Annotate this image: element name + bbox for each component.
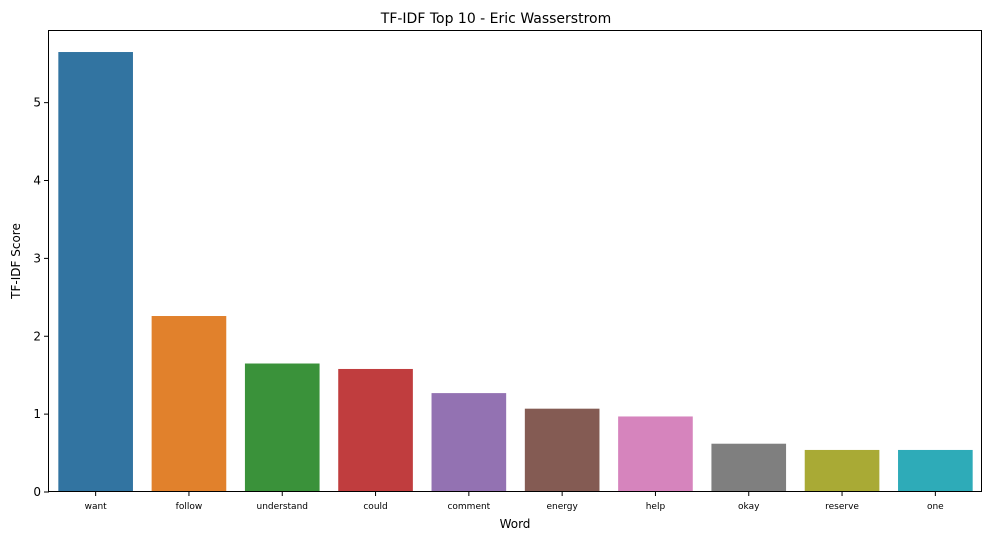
x-tick-label-understand: understand: [256, 502, 308, 512]
bars: [58, 52, 973, 493]
bar-could: [338, 368, 413, 492]
y-axis-label: TF-IDF Score: [9, 223, 23, 300]
x-tick-label-help: help: [646, 502, 666, 512]
bar-reserve: [804, 449, 880, 492]
bar-help: [618, 416, 693, 492]
x-axis-label: Word: [500, 517, 531, 531]
x-tick-label-energy: energy: [546, 502, 578, 512]
bar-comment: [431, 393, 507, 492]
bar-okay: [711, 443, 787, 492]
bar-one: [898, 449, 973, 492]
bar-want: [58, 52, 133, 493]
bar-follow: [151, 316, 227, 492]
x-tick-label-follow: follow: [176, 502, 203, 512]
y-tick-label: 5: [33, 96, 41, 110]
x-tick-label-comment: comment: [447, 502, 490, 512]
y-tick-label: 4: [33, 174, 41, 188]
bar-energy: [524, 408, 600, 492]
y-tick-label: 1: [33, 407, 41, 421]
x-tick-label-want: want: [85, 502, 108, 512]
chart-title: TF-IDF Top 10 - Eric Wasserstrom: [380, 11, 611, 27]
x-axis: want follow understand could comment energy he…: [85, 492, 944, 512]
x-tick-label-one: one: [927, 502, 944, 512]
y-tick-label: 2: [33, 329, 41, 343]
y-axis: 0 1 2 3 4 5: [33, 96, 49, 499]
y-tick-label: 3: [33, 251, 41, 265]
y-tick-label: 0: [33, 485, 41, 499]
x-tick-label-okay: okay: [738, 502, 760, 512]
x-tick-label-reserve: reserve: [825, 502, 859, 512]
plot-frame: [48, 30, 982, 492]
x-tick-label-could: could: [363, 502, 387, 512]
bar-understand: [244, 363, 320, 492]
